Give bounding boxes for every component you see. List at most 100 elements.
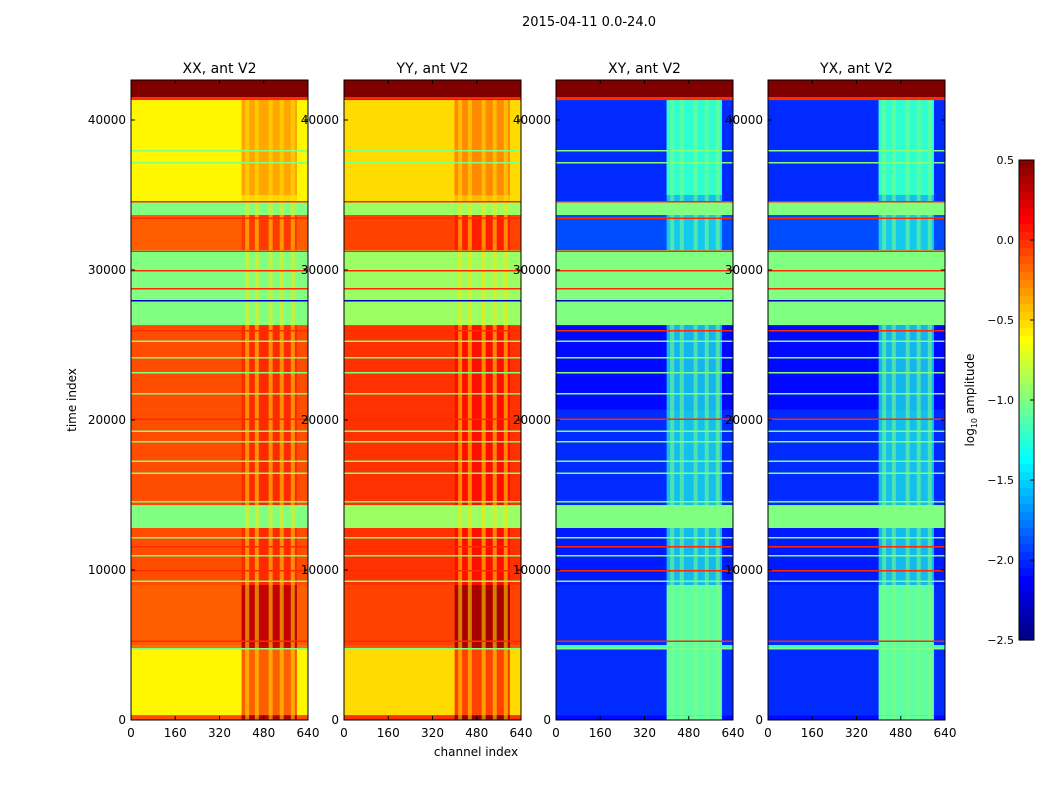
- colorbar-tick-label: −2.0: [987, 554, 1014, 567]
- flagged-row-line: [768, 418, 945, 421]
- panel-title: YX, ant V2: [819, 61, 893, 77]
- heatmap-band: [344, 80, 521, 98]
- colorbar-segment: [1019, 176, 1034, 185]
- x-tick-label: 320: [845, 726, 868, 740]
- flagged-row-line: [768, 430, 945, 433]
- flagged-row-line: [344, 537, 521, 539]
- flagged-row-line: [344, 393, 521, 395]
- x-tick-label: 0: [552, 726, 560, 740]
- x-tick-label: 640: [297, 726, 320, 740]
- flagged-row-line: [344, 546, 521, 548]
- colorbar-segment: [1019, 448, 1034, 457]
- flagged-row-line: [556, 300, 733, 302]
- colorbar-segment: [1019, 240, 1034, 249]
- colorbar-segment: [1019, 384, 1034, 393]
- heatmap-band: [768, 250, 945, 326]
- flagged-row-line: [768, 640, 945, 643]
- colorbar-segment: [1019, 192, 1034, 201]
- y-tick-label: 40000: [725, 113, 763, 127]
- y-tick-label: 10000: [725, 563, 763, 577]
- colorbar-label-rest: amplitude: [963, 354, 977, 418]
- flagged-row-line: [131, 150, 308, 152]
- y-tick-label: 0: [755, 713, 763, 727]
- flagged-row-line: [556, 250, 733, 253]
- colorbar-segment: [1019, 456, 1034, 465]
- colorbar-tick-label: −2.5: [987, 634, 1014, 647]
- flagged-row-line: [556, 330, 733, 332]
- colorbar: 0.5 0.0 −0.5 −1.0 −1.5 −2.0 −2.5: [987, 154, 1035, 647]
- colorbar-segment: [1019, 368, 1034, 377]
- colorbar-segment: [1019, 312, 1034, 321]
- colorbar-segment: [1019, 416, 1034, 425]
- flagged-row-line: [344, 201, 521, 203]
- flagged-row-line: [556, 97, 733, 100]
- flagged-row-line: [131, 288, 308, 290]
- flagged-row-line: [344, 340, 521, 343]
- x-tick-label: 320: [208, 726, 231, 740]
- flagged-row-line: [344, 640, 521, 643]
- flagged-row-line: [344, 300, 521, 302]
- flagged-row-line: [131, 580, 308, 583]
- panel-xx: XX, ant V2 0 160 320 480 640 0 10000 20000 30000 4…: [88, 61, 320, 740]
- heatmap-band: [131, 202, 308, 215]
- flagged-row-line: [131, 357, 308, 359]
- x-axis-label: channel index: [434, 745, 518, 759]
- y-axis-label: time index: [65, 368, 79, 432]
- flagged-row-line: [344, 357, 521, 359]
- colorbar-label: log10 amplitude: [963, 354, 979, 447]
- rfi-stripe: [916, 100, 921, 721]
- x-tick-label: 160: [377, 726, 400, 740]
- flagged-row-line: [768, 357, 945, 359]
- x-tick-label: 320: [633, 726, 656, 740]
- heatmap-band: [344, 505, 521, 529]
- x-tick-label: 480: [252, 726, 275, 740]
- y-tick-label: 30000: [301, 263, 339, 277]
- flagged-row-line: [768, 270, 945, 272]
- x-tick-label: 480: [889, 726, 912, 740]
- flagged-row-line: [131, 201, 308, 203]
- flagged-row-line: [768, 570, 945, 572]
- y-tick-label: 0: [118, 713, 126, 727]
- rfi-stripe: [279, 100, 284, 721]
- flagged-row-line: [556, 555, 733, 557]
- flagged-row-line: [556, 537, 733, 539]
- flagged-row-line: [556, 270, 733, 272]
- colorbar-segment: [1019, 536, 1034, 545]
- colorbar-segment: [1019, 440, 1034, 449]
- colorbar-segment: [1019, 376, 1034, 385]
- colorbar-segment: [1019, 464, 1034, 473]
- colorbar-segment: [1019, 608, 1034, 617]
- flagged-row-line: [556, 501, 733, 503]
- colorbar-segment: [1019, 352, 1034, 361]
- flagged-row-line: [131, 472, 308, 475]
- flagged-row-line: [556, 546, 733, 548]
- panels: XX, ant V2 0 160 320 480 640 0 10000 20000 30000 4…: [88, 61, 957, 740]
- y-tick-label: 20000: [725, 413, 763, 427]
- colorbar-segment: [1019, 392, 1034, 401]
- y-tick-label: 10000: [88, 563, 126, 577]
- flagged-row-line: [344, 150, 521, 152]
- x-tick-label: 0: [127, 726, 135, 740]
- flagged-row-line: [131, 460, 308, 463]
- flagged-row-line: [556, 418, 733, 421]
- rfi-stripe: [882, 100, 887, 721]
- colorbar-segment: [1019, 272, 1034, 281]
- colorbar-segment: [1019, 336, 1034, 345]
- flagged-row-line: [556, 201, 733, 203]
- flagged-row-line: [768, 546, 945, 548]
- rfi-stripe: [891, 100, 896, 721]
- y-tick-label: 20000: [301, 413, 339, 427]
- colorbar-segment: [1019, 480, 1034, 489]
- colorbar-segment: [1019, 344, 1034, 353]
- flagged-row-line: [131, 430, 308, 433]
- colorbar-segment: [1019, 200, 1034, 209]
- flagged-row-line: [768, 250, 945, 253]
- colorbar-segment: [1019, 288, 1034, 297]
- y-tick-label: 30000: [88, 263, 126, 277]
- heatmap-band: [556, 645, 733, 650]
- flagged-row-line: [131, 97, 308, 100]
- flagged-row-line: [344, 648, 521, 650]
- flagged-row-line: [344, 217, 521, 220]
- flagged-row-line: [768, 501, 945, 503]
- colorbar-segment: [1019, 256, 1034, 265]
